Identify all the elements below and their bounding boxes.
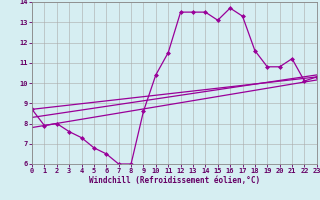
X-axis label: Windchill (Refroidissement éolien,°C): Windchill (Refroidissement éolien,°C) bbox=[89, 176, 260, 185]
